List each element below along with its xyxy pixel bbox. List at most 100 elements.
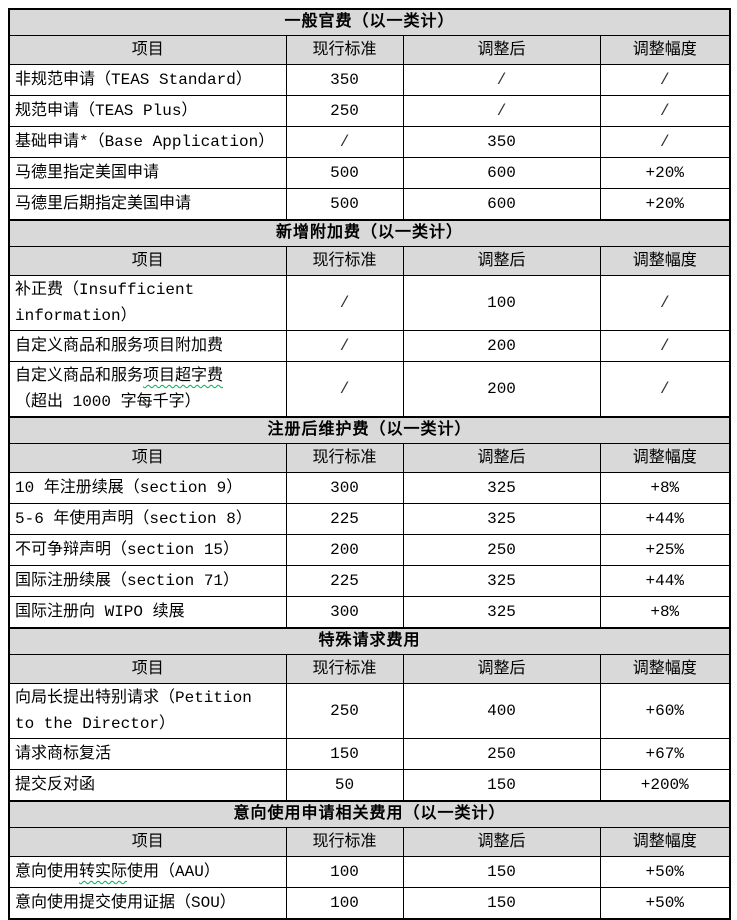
item-cell: 国际注册续展（section 71） — [8, 565, 287, 597]
item-text-line: 补正费（Insufficient — [15, 277, 282, 303]
item-cell: 基础申请*（Base Application） — [8, 126, 287, 158]
item-text: （超出 1000 字每千字） — [15, 393, 201, 411]
table-row: 意向使用转实际使用（AAU） 100 150 +50% — [8, 856, 731, 888]
adjustment-rate-cell: / — [599, 361, 731, 418]
adjusted-fee-cell: 200 — [402, 330, 601, 362]
current-fee-cell: 225 — [285, 503, 404, 535]
section-title-row: 意向使用申请相关费用（以一类计） — [8, 800, 731, 828]
item-cell: 不可争辩声明（section 15） — [8, 534, 287, 566]
adjustment-rate-cell: / — [599, 64, 731, 96]
column-header: 现行标准 — [285, 827, 404, 857]
item-text: information） — [15, 307, 137, 325]
item-text-line: 向局长提出特别请求（Petition — [15, 685, 282, 711]
item-text: 意向使用 — [15, 863, 80, 881]
item-text-line: to the Director） — [15, 711, 282, 737]
current-fee-cell: 150 — [285, 738, 404, 770]
table-row: 10 年注册续展（section 9） 300 325 +8% — [8, 472, 731, 504]
current-fee-cell: / — [285, 330, 404, 362]
column-header: 项目 — [8, 654, 287, 684]
adjusted-fee-cell: 325 — [402, 565, 601, 597]
table-row: 提交反对函 50 150 +200% — [8, 769, 731, 802]
column-header: 调整后 — [402, 246, 601, 276]
section-title: 特殊请求费用 — [8, 627, 731, 655]
item-cell: 请求商标复活 — [8, 738, 287, 770]
item-text: 5-6 年使用声明（section 8） — [15, 510, 252, 528]
table-row: 不可争辩声明（section 15） 200 250 +25% — [8, 534, 731, 566]
item-cell: 自定义商品和服务项目附加费 — [8, 330, 287, 362]
adjusted-fee-cell: / — [402, 95, 601, 127]
current-fee-cell: / — [285, 275, 404, 331]
adjusted-fee-cell: 200 — [402, 361, 601, 418]
spellcheck-squiggle-text: 转实际 — [79, 863, 128, 881]
adjusted-fee-cell: 350 — [402, 126, 601, 158]
adjusted-fee-cell: 100 — [402, 275, 601, 331]
item-cell: 意向使用转实际使用（AAU） — [8, 856, 287, 888]
adjustment-rate-cell: +20% — [599, 188, 731, 221]
item-text: 请求商标复活 — [15, 745, 112, 763]
column-header: 项目 — [8, 35, 287, 65]
section-title-row: 新增附加费（以一类计） — [8, 219, 731, 247]
current-fee-cell: 100 — [285, 856, 404, 888]
item-text-line: 国际注册向 WIPO 续展 — [15, 599, 282, 625]
table-row: 自定义商品和服务项目超字费 （超出 1000 字每千字） /200/ — [8, 361, 731, 418]
current-fee-cell: 50 — [285, 769, 404, 802]
current-fee-cell: 250 — [285, 683, 404, 739]
adjustment-rate-cell: / — [599, 95, 731, 127]
adjustment-rate-cell: +20% — [599, 157, 731, 189]
table-row: 5-6 年使用声明（section 8） 225 325 +44% — [8, 503, 731, 535]
column-header-row: 项目 现行标准 调整后 调整幅度 — [8, 827, 731, 857]
current-fee-cell: 225 — [285, 565, 404, 597]
adjustment-rate-cell: +50% — [599, 856, 731, 888]
table-row: 自定义商品和服务项目附加费 /200/ — [8, 330, 731, 362]
item-text: 意向使用提交使用证据（SOU） — [15, 894, 236, 912]
column-header: 项目 — [8, 246, 287, 276]
adjusted-fee-cell: 600 — [402, 157, 601, 189]
section-title: 新增附加费（以一类计） — [8, 219, 731, 247]
item-cell: 向局长提出特别请求（Petition to the Director） — [8, 683, 287, 739]
adjusted-fee-cell: 325 — [402, 503, 601, 535]
item-cell: 补正费（Insufficient information） — [8, 275, 287, 331]
column-header: 调整幅度 — [599, 654, 731, 684]
adjusted-fee-cell: 325 — [402, 596, 601, 629]
adjustment-rate-cell: / — [599, 275, 731, 331]
column-header: 现行标准 — [285, 654, 404, 684]
item-text-line: 请求商标复活 — [15, 741, 282, 767]
adjustment-rate-cell: +44% — [599, 565, 731, 597]
adjustment-rate-cell: +60% — [599, 683, 731, 739]
table-row: 非规范申请（TEAS Standard） 350// — [8, 64, 731, 96]
adjusted-fee-cell: 325 — [402, 472, 601, 504]
current-fee-cell: / — [285, 126, 404, 158]
item-text: 10 年注册续展（section 9） — [15, 479, 243, 497]
adjustment-rate-cell: +25% — [599, 534, 731, 566]
item-text: 国际注册续展（section 71） — [15, 572, 240, 590]
item-text: 非规范申请（TEAS Standard） — [15, 71, 252, 89]
item-text: 不可争辩声明（section 15） — [15, 541, 240, 559]
item-text-line: 马德里后期指定美国申请 — [15, 191, 282, 217]
section-title: 意向使用申请相关费用（以一类计） — [8, 800, 731, 828]
adjusted-fee-cell: 250 — [402, 534, 601, 566]
current-fee-cell: 500 — [285, 157, 404, 189]
column-header: 调整后 — [402, 443, 601, 473]
item-text-line: 意向使用转实际使用（AAU） — [15, 859, 282, 885]
item-text: 向局长提出特别请求（Petition — [15, 689, 252, 707]
table-row: 请求商标复活 150 250 +67% — [8, 738, 731, 770]
item-text: 自定义商品和服务 — [15, 367, 144, 385]
item-text: 马德里指定美国申请 — [15, 164, 160, 182]
current-fee-cell: 500 — [285, 188, 404, 221]
item-text: to the Director） — [15, 715, 176, 733]
current-fee-cell: 300 — [285, 596, 404, 629]
current-fee-cell: 200 — [285, 534, 404, 566]
item-cell: 提交反对函 — [8, 769, 287, 802]
item-text-line: 提交反对函 — [15, 772, 282, 798]
item-text-line: 基础申请*（Base Application） — [15, 129, 282, 155]
table-row: 马德里后期指定美国申请 500 600 +20% — [8, 188, 731, 221]
adjusted-fee-cell: 150 — [402, 856, 601, 888]
current-fee-cell: 300 — [285, 472, 404, 504]
section-title-row: 注册后维护费（以一类计） — [8, 416, 731, 444]
column-header: 现行标准 — [285, 35, 404, 65]
item-cell: 马德里指定美国申请 — [8, 157, 287, 189]
item-text-line: 10 年注册续展（section 9） — [15, 475, 282, 501]
adjusted-fee-cell: 600 — [402, 188, 601, 221]
column-header-row: 项目 现行标准 调整后 调整幅度 — [8, 35, 731, 65]
